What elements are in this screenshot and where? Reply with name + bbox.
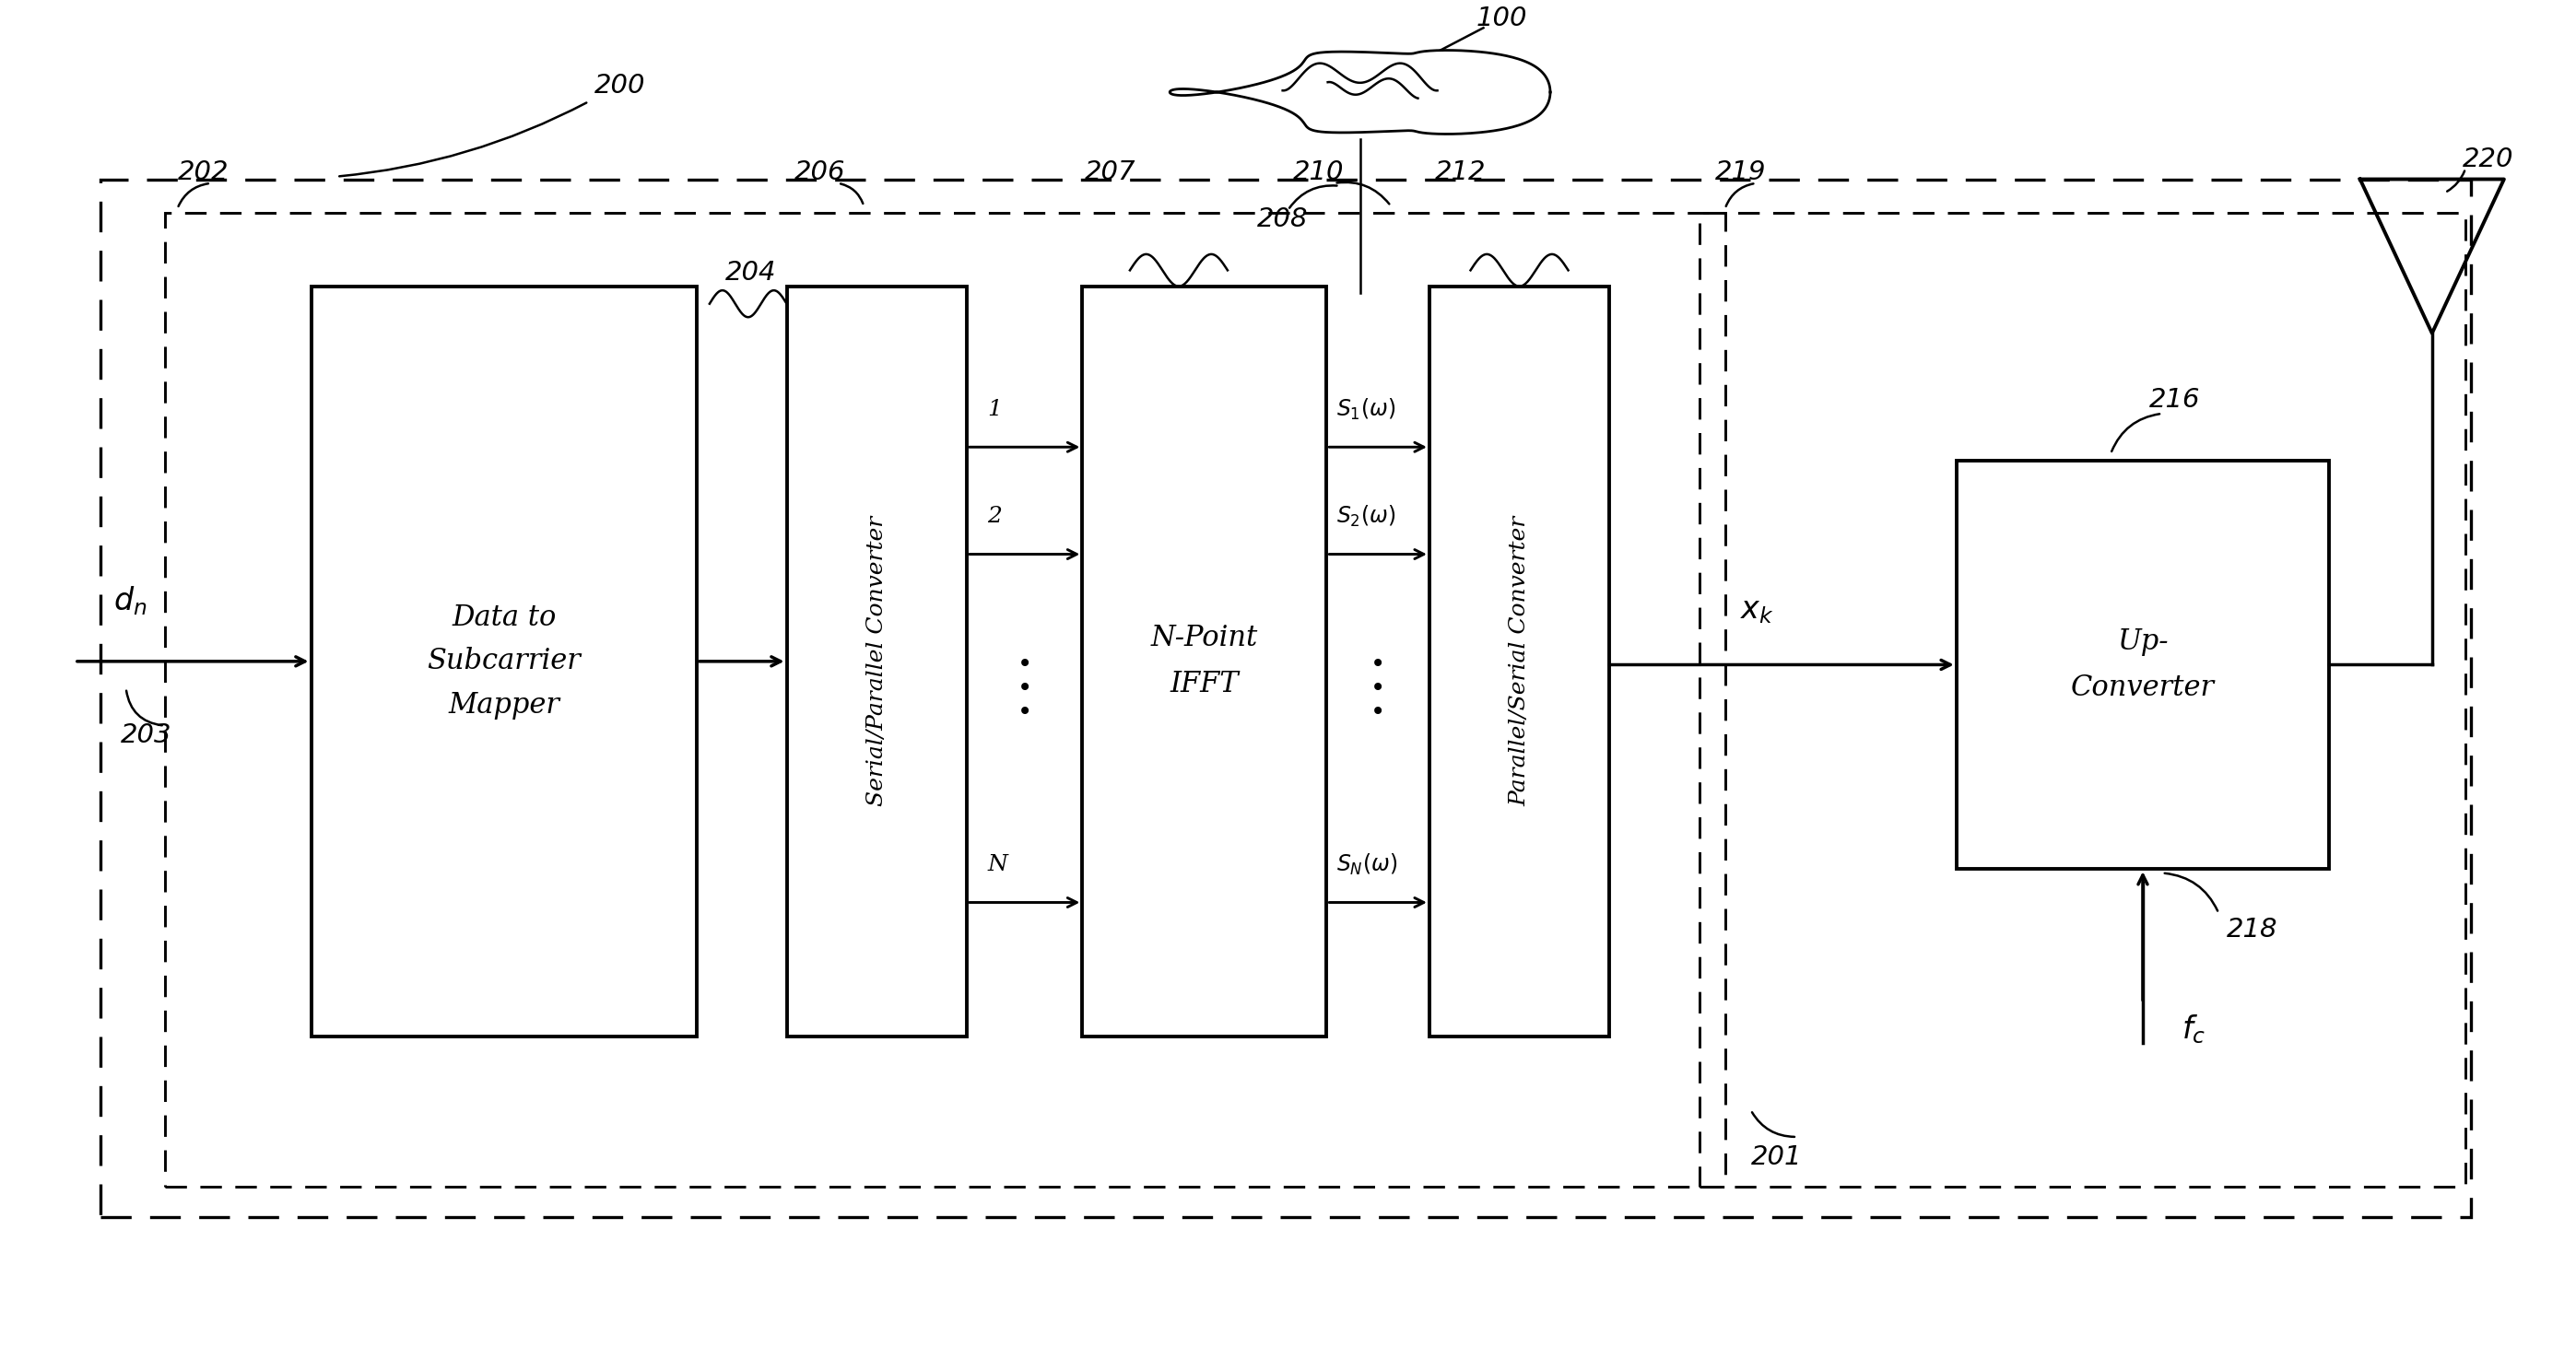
Text: $S_2(\omega)$: $S_2(\omega)$ bbox=[1337, 504, 1396, 529]
Text: 220: 220 bbox=[2463, 147, 2514, 172]
Bar bbox=[165, 213, 1726, 1187]
Text: $S_1(\omega)$: $S_1(\omega)$ bbox=[1337, 397, 1396, 422]
Bar bbox=[100, 179, 2470, 1218]
Text: N: N bbox=[987, 854, 1007, 876]
Text: •
•
•: • • • bbox=[1370, 652, 1386, 725]
Text: 1: 1 bbox=[987, 399, 1002, 420]
Bar bbox=[312, 287, 696, 1036]
Text: 218: 218 bbox=[2226, 916, 2277, 942]
Text: 100: 100 bbox=[1476, 5, 1528, 31]
Text: $d_n$: $d_n$ bbox=[113, 585, 147, 617]
Bar bbox=[1430, 287, 1610, 1036]
Text: Data to
Subcarrier
Mapper: Data to Subcarrier Mapper bbox=[428, 603, 580, 719]
Text: 208: 208 bbox=[1257, 206, 1309, 232]
Text: 201: 201 bbox=[1752, 1144, 1801, 1169]
Text: Up-
Converter: Up- Converter bbox=[2071, 628, 2215, 702]
Text: $f_c$: $f_c$ bbox=[2182, 1013, 2205, 1047]
Text: Serial/Parallel Converter: Serial/Parallel Converter bbox=[866, 516, 886, 807]
Text: 202: 202 bbox=[178, 159, 229, 186]
Bar bbox=[1955, 461, 2329, 869]
Bar bbox=[1082, 287, 1327, 1036]
Bar bbox=[1700, 213, 2465, 1187]
Text: 2: 2 bbox=[987, 506, 1002, 527]
Text: $S_N(\omega)$: $S_N(\omega)$ bbox=[1337, 853, 1399, 877]
Text: 219: 219 bbox=[1716, 159, 1767, 186]
Text: 210: 210 bbox=[1293, 159, 1345, 186]
Text: 207: 207 bbox=[1084, 159, 1136, 186]
Text: Parallel/Serial Converter: Parallel/Serial Converter bbox=[1510, 516, 1530, 807]
Text: •
•
•: • • • bbox=[1018, 652, 1033, 725]
Text: 212: 212 bbox=[1435, 159, 1486, 186]
Text: 204: 204 bbox=[724, 260, 775, 286]
Text: 216: 216 bbox=[2148, 388, 2200, 414]
Polygon shape bbox=[1170, 50, 1551, 135]
Text: $x_k$: $x_k$ bbox=[1741, 597, 1775, 626]
Text: N-Point
IFFT: N-Point IFFT bbox=[1151, 624, 1257, 699]
Text: 206: 206 bbox=[793, 159, 845, 186]
Bar bbox=[786, 287, 966, 1036]
Text: 200: 200 bbox=[595, 73, 644, 98]
Text: 203: 203 bbox=[121, 722, 173, 748]
